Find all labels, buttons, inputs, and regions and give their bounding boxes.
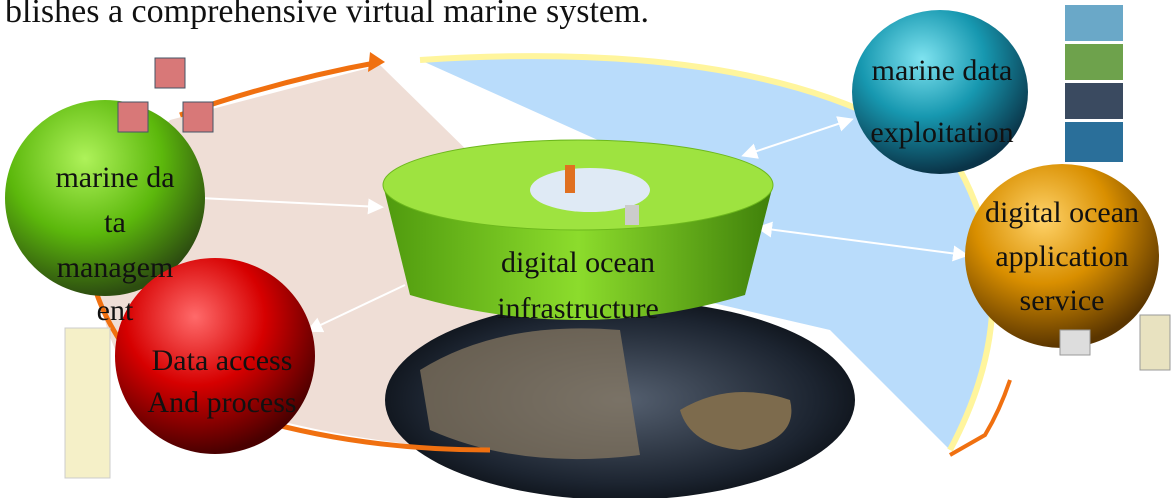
land [420, 328, 640, 460]
node-label: ent [97, 294, 134, 327]
computer-icons [1059, 314, 1171, 371]
thumbnails [1065, 5, 1123, 162]
sphere-green [5, 100, 205, 296]
sphere-red [115, 258, 315, 454]
sphere-teal [852, 10, 1028, 174]
database-icons [117, 57, 214, 133]
node-label: digital ocean [501, 246, 655, 279]
node-label: And process [147, 386, 296, 419]
land [680, 392, 792, 450]
node-label: Data access [152, 344, 293, 377]
connector [741, 116, 854, 159]
server-icon [625, 205, 639, 225]
connector [199, 197, 384, 215]
node-label: service [1020, 284, 1105, 317]
orange-arrow [949, 379, 1012, 457]
node-label: marine da [55, 161, 174, 194]
vehicle-icons [64, 327, 111, 479]
firewall-icon [565, 165, 575, 193]
cloud-icon [530, 168, 650, 212]
node-label: application [995, 240, 1128, 273]
node-label: managem [57, 251, 174, 284]
node-label: infrastructure [497, 292, 659, 325]
sphere-orange [965, 164, 1159, 348]
header-text: blishes a comprehensive virtual marine s… [5, 0, 649, 30]
connector [306, 284, 406, 333]
node-label: exploitation [870, 116, 1013, 149]
arrow-head [368, 52, 385, 72]
connector [756, 221, 969, 262]
node-label: marine data [872, 54, 1013, 87]
node-label: digital ocean [985, 196, 1139, 229]
node-label: ta [104, 206, 126, 239]
